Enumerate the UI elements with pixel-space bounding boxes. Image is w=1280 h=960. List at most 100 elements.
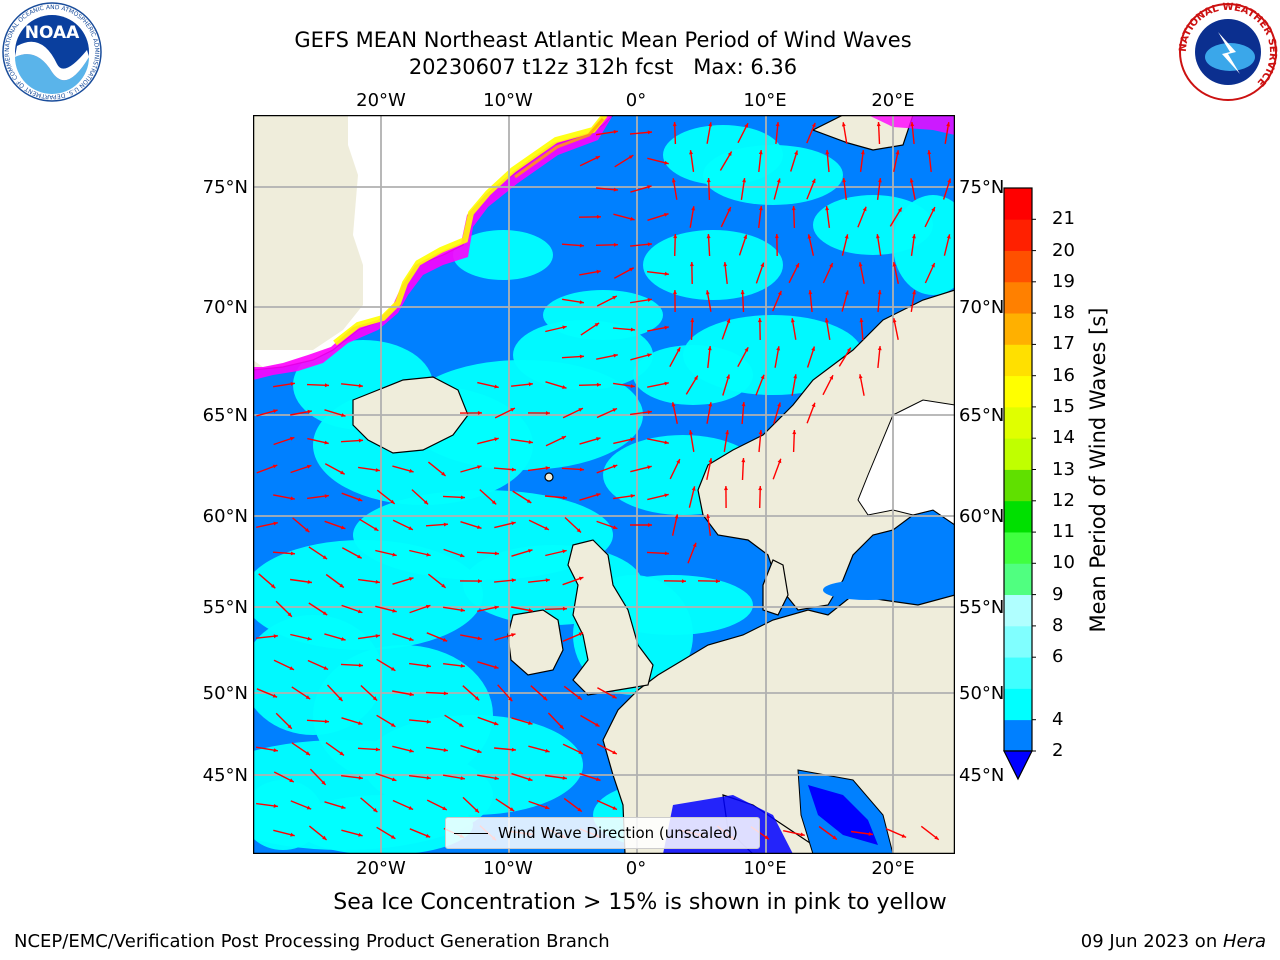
colorbar-bin bbox=[1004, 625, 1032, 658]
wind-wave-direction-arrow bbox=[669, 346, 681, 368]
colorbar-tick-label: 21 bbox=[1052, 208, 1075, 230]
wind-wave-direction-arrow bbox=[737, 122, 749, 144]
lat-label-left: 50°N bbox=[202, 683, 248, 704]
wind-wave-direction-arrow bbox=[256, 688, 278, 698]
wind-wave-direction-arrow bbox=[630, 465, 652, 473]
wind-wave-direction-arrow bbox=[851, 830, 873, 836]
wind-wave-direction-arrow bbox=[646, 551, 670, 556]
colorbar bbox=[1003, 187, 1036, 781]
wind-wave-direction-arrow bbox=[375, 549, 397, 557]
lon-label-bottom: 10°W bbox=[483, 858, 533, 879]
wind-wave-direction-arrow bbox=[561, 243, 585, 248]
wind-wave-direction-arrow bbox=[341, 383, 363, 388]
lat-label-left: 70°N bbox=[202, 297, 248, 318]
wind-wave-direction-arrow bbox=[806, 346, 816, 368]
lon-label-bottom: 20°W bbox=[356, 858, 406, 879]
wind-wave-direction-arrow bbox=[647, 493, 669, 501]
wind-wave-direction-arrow bbox=[273, 829, 295, 837]
wind-wave-direction-arrow bbox=[426, 632, 448, 642]
wind-wave-direction-arrow bbox=[724, 485, 728, 509]
wind-wave-direction-arrow bbox=[494, 521, 516, 529]
colorbar-tick-label: 4 bbox=[1052, 708, 1064, 730]
wind-wave-direction-arrow bbox=[579, 269, 601, 276]
wind-wave-direction-arrow bbox=[409, 662, 431, 668]
wind-wave-direction-arrow bbox=[477, 605, 499, 612]
colorbar-tick-label: 2 bbox=[1052, 740, 1064, 761]
svg-text:NOAA: NOAA bbox=[25, 23, 80, 43]
wind-wave-direction-arrow bbox=[806, 178, 816, 200]
colorbar-bin bbox=[1004, 563, 1032, 596]
wind-wave-direction-arrow bbox=[290, 464, 312, 474]
wind-wave-direction-arrow bbox=[738, 234, 748, 256]
wind-wave-direction-arrow bbox=[530, 685, 548, 701]
wind-wave-direction-arrow bbox=[476, 551, 500, 556]
wind-wave-direction-arrow bbox=[612, 382, 636, 388]
wind-wave-direction-arrow bbox=[685, 375, 699, 395]
wind-wave-direction-arrow bbox=[358, 578, 380, 584]
wind-wave-direction-arrow bbox=[741, 457, 746, 481]
wind-wave-direction-arrow bbox=[308, 602, 328, 616]
wind-wave-direction-arrow bbox=[376, 826, 396, 840]
colorbar-bin bbox=[1004, 375, 1032, 408]
wind-wave-direction-arrow bbox=[376, 714, 396, 728]
wind-wave-direction-arrow bbox=[859, 317, 864, 341]
wind-wave-direction-arrow bbox=[825, 149, 830, 173]
wind-wave-direction-arrow bbox=[775, 122, 780, 144]
wind-wave-direction-arrow bbox=[773, 402, 781, 424]
wind-wave-direction-arrow bbox=[308, 825, 328, 841]
wind-wave-direction-arrow bbox=[544, 495, 568, 500]
wind-wave-direction-arrow bbox=[671, 178, 678, 200]
wind-wave-direction-arrow bbox=[579, 772, 601, 782]
wind-wave-direction-arrow bbox=[892, 262, 899, 284]
lon-label-top: 10°W bbox=[483, 90, 533, 111]
colorbar-tick-label: 13 bbox=[1052, 458, 1075, 480]
wind-wave-direction-arrow bbox=[773, 178, 781, 200]
wind-wave-direction-arrow bbox=[595, 242, 619, 247]
legend-label: Wind Wave Direction (unscaled) bbox=[498, 824, 738, 842]
wind-wave-direction-arrow bbox=[309, 768, 327, 786]
sea-ice-caption: Sea Ice Concentration > 15% is shown in … bbox=[333, 890, 947, 915]
wave-period-4-6-region bbox=[703, 145, 843, 205]
wind-wave-direction-arrow bbox=[689, 206, 696, 228]
wave-period-4-6-region bbox=[253, 780, 323, 850]
wind-wave-direction-arrow bbox=[477, 381, 499, 389]
wind-wave-direction-arrow bbox=[613, 267, 635, 279]
wind-wave-direction-arrow bbox=[460, 465, 482, 473]
wind-wave-direction-arrow bbox=[511, 549, 533, 557]
wind-wave-direction-arrow bbox=[307, 494, 329, 500]
wind-wave-direction-arrow bbox=[690, 317, 695, 341]
colorbar-tick-label: 15 bbox=[1052, 395, 1075, 417]
colorbar-under-extension bbox=[1003, 750, 1033, 781]
wind-wave-direction-arrow bbox=[876, 233, 882, 257]
wind-wave-direction-arrow bbox=[630, 410, 652, 416]
wind-wave-direction-arrow bbox=[528, 800, 550, 810]
wind-wave-direction-arrow bbox=[758, 150, 763, 172]
wind-wave-direction-arrow bbox=[673, 233, 678, 257]
wind-wave-direction-arrow bbox=[511, 717, 533, 725]
wind-wave-direction-arrow bbox=[324, 463, 346, 475]
sea-ice-edge-orange bbox=[514, 118, 605, 179]
wind-wave-direction-arrow bbox=[256, 521, 278, 528]
wind-wave-direction-arrow bbox=[758, 485, 763, 509]
wind-wave-direction-arrow bbox=[462, 685, 480, 701]
colorbar-bin bbox=[1004, 500, 1032, 533]
wind-wave-direction-arrow bbox=[842, 178, 847, 200]
wind-wave-direction-arrow bbox=[409, 775, 431, 780]
wind-wave-direction-arrow bbox=[723, 429, 729, 453]
wind-wave-direction-arrow bbox=[511, 606, 533, 613]
wave-period-4-6-region bbox=[363, 715, 583, 815]
gulf-of-bothnia-ice-white bbox=[857, 399, 955, 526]
wind-wave-direction-arrow bbox=[687, 542, 697, 564]
wind-wave-direction-arrow bbox=[409, 549, 431, 557]
wind-wave-direction-arrow bbox=[758, 206, 763, 228]
wind-wave-direction-arrow bbox=[893, 150, 900, 172]
wind-wave-direction-arrow bbox=[494, 578, 516, 583]
map-legend: Wind Wave Direction (unscaled) bbox=[445, 817, 760, 849]
wind-wave-direction-arrow bbox=[838, 347, 852, 367]
wind-wave-direction-arrow bbox=[256, 464, 278, 474]
wind-wave-direction-arrow bbox=[706, 122, 713, 144]
wind-wave-direction-arrow bbox=[630, 353, 652, 361]
lon-label-bottom: 20°E bbox=[871, 858, 915, 879]
wind-wave-direction-arrow bbox=[290, 800, 312, 810]
adriatic-low-period bbox=[808, 785, 878, 845]
